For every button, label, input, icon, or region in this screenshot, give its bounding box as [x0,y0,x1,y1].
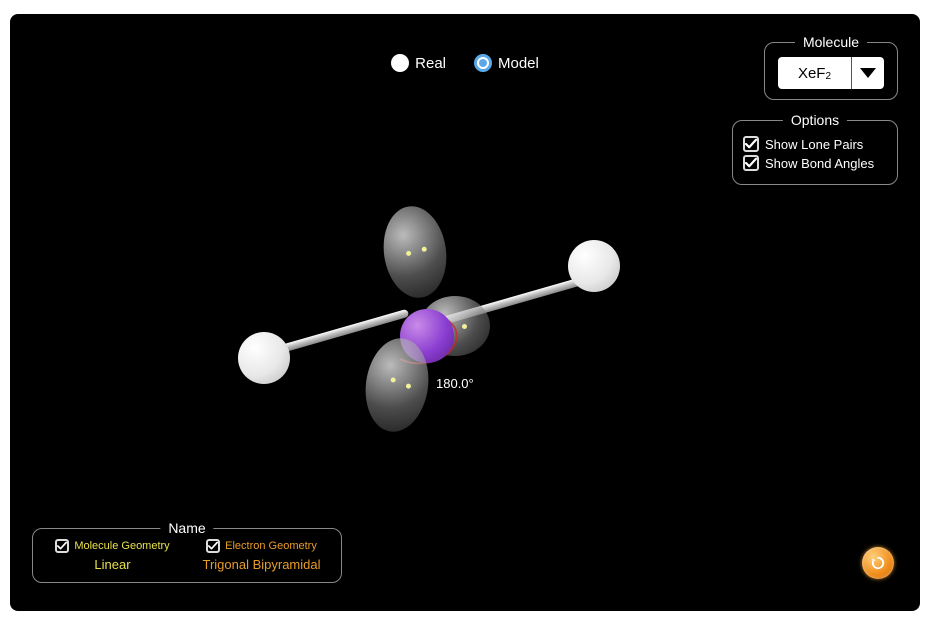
molecule-formula: XeF2 [778,57,852,89]
molecule-dropdown[interactable]: XeF2 [778,57,884,89]
electron-geometry-column: Electron Geometry Trigonal Bipyramidal [194,539,329,572]
view-toggle-model-label: Model [498,55,539,72]
name-panel: Name Molecule Geometry Linear Electron G… [32,528,342,583]
outer-atom [238,332,290,384]
checkbox-checked-icon [206,539,220,553]
electron-dot [406,251,412,257]
molecule-panel-legend: Molecule [795,34,867,50]
view-toggle-real[interactable]: Real [391,54,446,72]
formula-sub: 2 [825,71,831,82]
options-panel: Options Show Lone Pairs Show Bond Angles [732,120,898,185]
molecule-3d-view[interactable]: 180.0° [210,164,630,444]
simulation-stage: Real Model Molecule XeF2 Options Show L [10,14,920,611]
radio-selected-icon [474,54,492,72]
checkbox-checked-icon [743,155,759,171]
lone-pair-lobe [378,202,452,302]
option-label: Show Lone Pairs [765,137,863,152]
electron-geometry-value: Trigonal Bipyramidal [194,557,329,572]
option-show-bond-angles[interactable]: Show Bond Angles [743,155,887,171]
molecule-geometry-column: Molecule Geometry Linear [45,539,180,572]
molecule-geometry-toggle[interactable]: Molecule Geometry [45,539,180,553]
option-show-lone-pairs[interactable]: Show Lone Pairs [743,136,887,152]
electron-dot [421,246,427,252]
name-panel-legend: Name [160,520,213,536]
electron-dot [462,324,467,329]
molecule-geometry-value: Linear [45,557,180,572]
bond-angle-label: 180.0° [436,376,474,391]
molecule-selector-panel: Molecule XeF2 [764,42,898,100]
chevron-down-icon [860,68,876,78]
outer-atom [568,240,620,292]
electron-dot [406,383,412,389]
options-panel-legend: Options [783,112,847,128]
option-label: Show Bond Angles [765,156,874,171]
reset-icon [869,554,887,572]
electron-geometry-toggle[interactable]: Electron Geometry [194,539,329,553]
dropdown-caret-box [852,57,884,89]
checkbox-checked-icon [55,539,69,553]
electron-geometry-header: Electron Geometry [225,540,317,552]
electron-dot [390,377,396,383]
view-toggle-real-label: Real [415,55,446,72]
molecule-geometry-header: Molecule Geometry [74,540,169,552]
formula-base: XeF [798,65,826,82]
checkbox-checked-icon [743,136,759,152]
radio-icon [391,54,409,72]
reset-button[interactable] [862,547,894,579]
view-toggle-model[interactable]: Model [474,54,539,72]
